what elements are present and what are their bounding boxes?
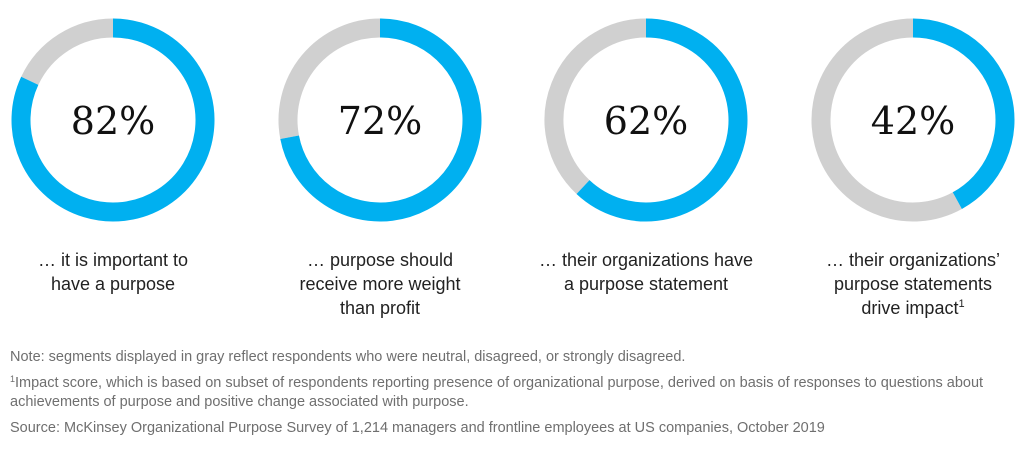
donut-value-label: 72% [338, 99, 422, 143]
footnote-text: Impact score, which is based on subset o… [10, 375, 984, 410]
donut-svg: 42% [811, 18, 1015, 222]
source-text: Source: McKinsey Organizational Purpose … [10, 420, 825, 436]
caption-line: drive impact [861, 298, 959, 318]
donut-segment-positive [280, 18, 482, 222]
caption-line: a purpose statement [563, 274, 729, 294]
notes-section: Note: segments displayed in gray reflect… [10, 348, 1015, 438]
caption-line: … their organizations’ [825, 250, 1001, 270]
caption-line: have a purpose [50, 274, 176, 294]
donut-value-label: 42% [871, 99, 955, 143]
donut-segment-positive [912, 18, 1015, 209]
donut-value-label: 62% [604, 99, 688, 143]
note-text: Note: segments displayed in gray reflect… [10, 349, 686, 365]
donut-svg: 82% [11, 18, 215, 222]
footnote-marker: 1 [10, 374, 16, 384]
donut-caption: … purpose should receive more weight than … [255, 248, 505, 320]
donut-svg: 72% [278, 18, 482, 222]
donut-segment-other [278, 18, 381, 140]
footnote: 1Impact score, which is based on subset … [10, 374, 1015, 412]
caption-line: … their organizations have [538, 250, 754, 270]
donut-segment-other [21, 18, 114, 86]
caption-line: … it is important to [37, 250, 189, 270]
donut-2: 72% … purpose should receive more weight th… [255, 0, 505, 340]
donut-charts: 82% … it is important to have a purpose 72%… [0, 0, 1024, 340]
donut-3: 62% … their organizations have a purpose s… [521, 0, 771, 340]
donut-caption: … it is important to have a purpose [0, 248, 238, 296]
donut-caption: … their organizations have a purpose stat… [521, 248, 771, 296]
donut-segment-other [544, 18, 647, 194]
caption-line: than profit [339, 298, 421, 318]
caption-line: receive more weight [299, 274, 461, 294]
donut-svg: 62% [544, 18, 748, 222]
donut-segment-positive [11, 18, 215, 222]
donut-segment-positive [576, 18, 748, 222]
donut-caption: … their organizations’ purpose statements… [788, 248, 1024, 320]
donut-value-label: 82% [71, 99, 155, 143]
caption-line: … purpose should [306, 250, 454, 270]
donut-1: 82% … it is important to have a purpose [0, 0, 238, 340]
footnote-marker: 1 [958, 298, 965, 310]
caption-line: purpose statements [833, 274, 993, 294]
donut-segment-other [811, 18, 962, 222]
donut-4: 42% … their organizations’ purpose stateme… [788, 0, 1024, 340]
